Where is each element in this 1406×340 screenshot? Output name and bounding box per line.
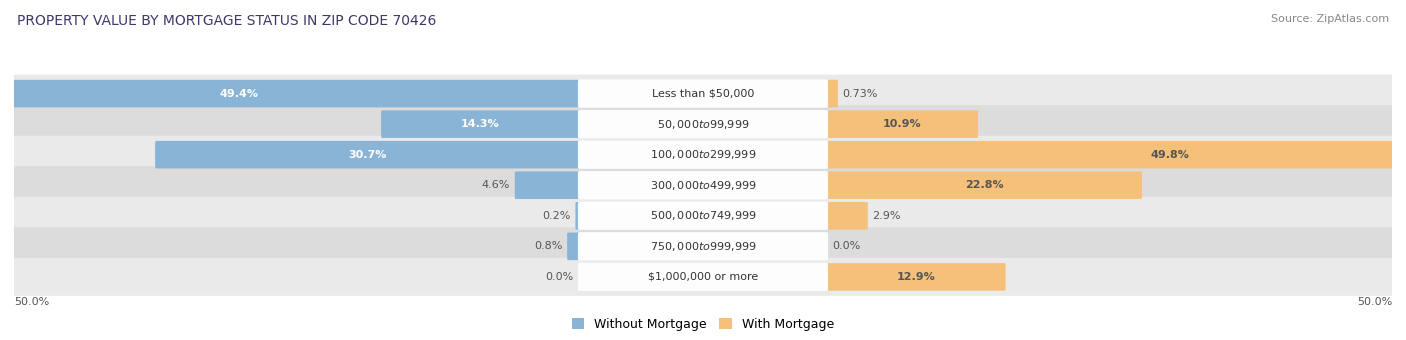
FancyBboxPatch shape bbox=[381, 110, 579, 138]
FancyBboxPatch shape bbox=[13, 74, 1393, 113]
Text: Source: ZipAtlas.com: Source: ZipAtlas.com bbox=[1271, 14, 1389, 23]
Text: $1,000,000 or more: $1,000,000 or more bbox=[648, 272, 758, 282]
FancyBboxPatch shape bbox=[578, 140, 828, 169]
FancyBboxPatch shape bbox=[13, 258, 1393, 296]
FancyBboxPatch shape bbox=[13, 166, 1393, 204]
FancyBboxPatch shape bbox=[575, 202, 579, 230]
Text: 0.2%: 0.2% bbox=[543, 211, 571, 221]
FancyBboxPatch shape bbox=[13, 227, 1393, 265]
FancyBboxPatch shape bbox=[827, 141, 1406, 168]
FancyBboxPatch shape bbox=[827, 263, 1005, 291]
FancyBboxPatch shape bbox=[827, 171, 1142, 199]
Text: 14.3%: 14.3% bbox=[461, 119, 499, 129]
Text: 0.73%: 0.73% bbox=[842, 89, 877, 99]
FancyBboxPatch shape bbox=[827, 202, 868, 230]
Text: 49.4%: 49.4% bbox=[219, 89, 259, 99]
Legend: Without Mortgage, With Mortgage: Without Mortgage, With Mortgage bbox=[567, 313, 839, 336]
Text: 12.9%: 12.9% bbox=[897, 272, 935, 282]
FancyBboxPatch shape bbox=[13, 197, 1393, 235]
Text: 10.9%: 10.9% bbox=[883, 119, 921, 129]
Text: 2.9%: 2.9% bbox=[873, 211, 901, 221]
FancyBboxPatch shape bbox=[578, 202, 828, 230]
FancyBboxPatch shape bbox=[567, 233, 579, 260]
Text: 0.8%: 0.8% bbox=[534, 241, 562, 251]
FancyBboxPatch shape bbox=[578, 263, 828, 291]
Text: 30.7%: 30.7% bbox=[349, 150, 387, 160]
Text: $750,000 to $999,999: $750,000 to $999,999 bbox=[650, 240, 756, 253]
FancyBboxPatch shape bbox=[827, 80, 838, 107]
Text: 50.0%: 50.0% bbox=[14, 298, 49, 307]
Text: 4.6%: 4.6% bbox=[482, 180, 510, 190]
Text: PROPERTY VALUE BY MORTGAGE STATUS IN ZIP CODE 70426: PROPERTY VALUE BY MORTGAGE STATUS IN ZIP… bbox=[17, 14, 436, 28]
FancyBboxPatch shape bbox=[578, 80, 828, 108]
Text: $100,000 to $299,999: $100,000 to $299,999 bbox=[650, 148, 756, 161]
Text: 49.8%: 49.8% bbox=[1150, 150, 1189, 160]
FancyBboxPatch shape bbox=[827, 110, 979, 138]
FancyBboxPatch shape bbox=[13, 136, 1393, 174]
FancyBboxPatch shape bbox=[155, 141, 579, 168]
FancyBboxPatch shape bbox=[578, 110, 828, 138]
Text: 50.0%: 50.0% bbox=[1357, 298, 1392, 307]
Text: $50,000 to $99,999: $50,000 to $99,999 bbox=[657, 118, 749, 131]
FancyBboxPatch shape bbox=[578, 171, 828, 199]
Text: $500,000 to $749,999: $500,000 to $749,999 bbox=[650, 209, 756, 222]
FancyBboxPatch shape bbox=[0, 80, 579, 107]
Text: Less than $50,000: Less than $50,000 bbox=[652, 89, 754, 99]
FancyBboxPatch shape bbox=[515, 171, 579, 199]
FancyBboxPatch shape bbox=[578, 232, 828, 260]
Text: 0.0%: 0.0% bbox=[832, 241, 860, 251]
Text: 22.8%: 22.8% bbox=[965, 180, 1004, 190]
Text: 0.0%: 0.0% bbox=[546, 272, 574, 282]
FancyBboxPatch shape bbox=[13, 105, 1393, 143]
Text: $300,000 to $499,999: $300,000 to $499,999 bbox=[650, 179, 756, 192]
